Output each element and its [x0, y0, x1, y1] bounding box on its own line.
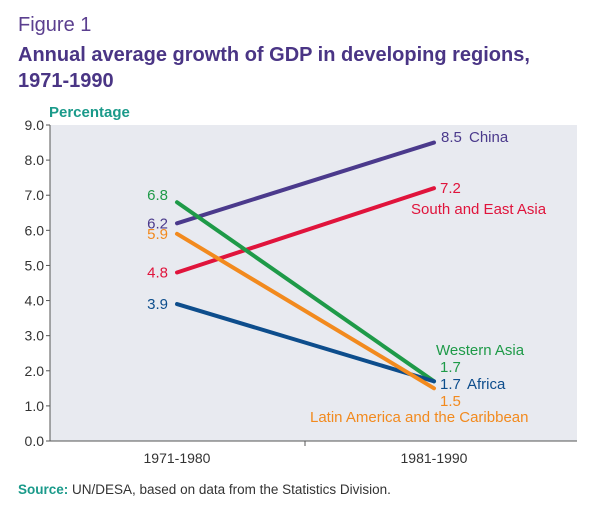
source-note: Source: UN/DESA, based on data from the … — [18, 482, 391, 497]
series-line — [175, 200, 436, 384]
y-tick-label: 3.0 — [25, 328, 45, 344]
x-axis-ticks: 1971-1980 1981-1990 — [144, 441, 468, 466]
series-line — [175, 302, 436, 384]
series-name-label: China — [469, 129, 509, 146]
series-name-label: Latin America and the Caribbean — [310, 409, 528, 426]
start-value-label: 5.9 — [147, 226, 168, 243]
series-name-label: Africa — [467, 376, 506, 393]
y-tick-label: 2.0 — [25, 363, 45, 379]
source-text: UN/DESA, based on data from the Statisti… — [68, 482, 391, 497]
axes — [49, 125, 577, 442]
chart-title: Annual average growth of GDP in developi… — [18, 44, 530, 92]
start-value-label: 6.2 — [147, 215, 168, 232]
y-axis-label: Percentage — [49, 104, 130, 121]
y-axis-ticks: 0.0 1.0 2.0 3.0 4.0 5.0 6.0 7.0 8.0 9.0 — [25, 117, 50, 449]
start-value-label: 6.8 — [147, 187, 168, 204]
end-value-label: 1.5 — [440, 393, 461, 410]
start-value-label: 4.8 — [147, 264, 168, 281]
y-tick-label: 8.0 — [25, 152, 45, 168]
end-value-label: 8.5 — [441, 129, 462, 146]
x-tick-label: 1981-1990 — [401, 450, 468, 466]
source-label: Source: — [18, 482, 69, 497]
end-value-label: 1.7 — [440, 376, 461, 393]
series-name-label: Western Asia — [436, 342, 525, 359]
data-labels: 6.2 4.8 6.8 3.9 5.9 8.5 China 7.2 South and East… — [147, 129, 547, 426]
start-value-label: 3.9 — [147, 296, 168, 313]
y-tick-label: 7.0 — [25, 187, 45, 203]
series-name-label: South and East Asia — [411, 201, 547, 218]
y-tick-label: 1.0 — [25, 398, 45, 414]
y-tick-label: 4.0 — [25, 293, 45, 309]
series-line — [175, 231, 436, 391]
series-line — [175, 140, 436, 226]
y-tick-label: 0.0 — [25, 433, 45, 449]
end-value-label: 7.2 — [440, 180, 461, 197]
plot-background — [50, 125, 577, 441]
y-tick-label: 5.0 — [25, 257, 45, 273]
end-value-label: 1.7 — [440, 359, 461, 376]
y-tick-label: 9.0 — [25, 117, 45, 133]
x-tick-label: 1971-1980 — [144, 450, 211, 466]
y-tick-label: 6.0 — [25, 222, 45, 238]
figure-label: Figure 1 — [18, 14, 92, 36]
series-lines — [175, 140, 436, 391]
